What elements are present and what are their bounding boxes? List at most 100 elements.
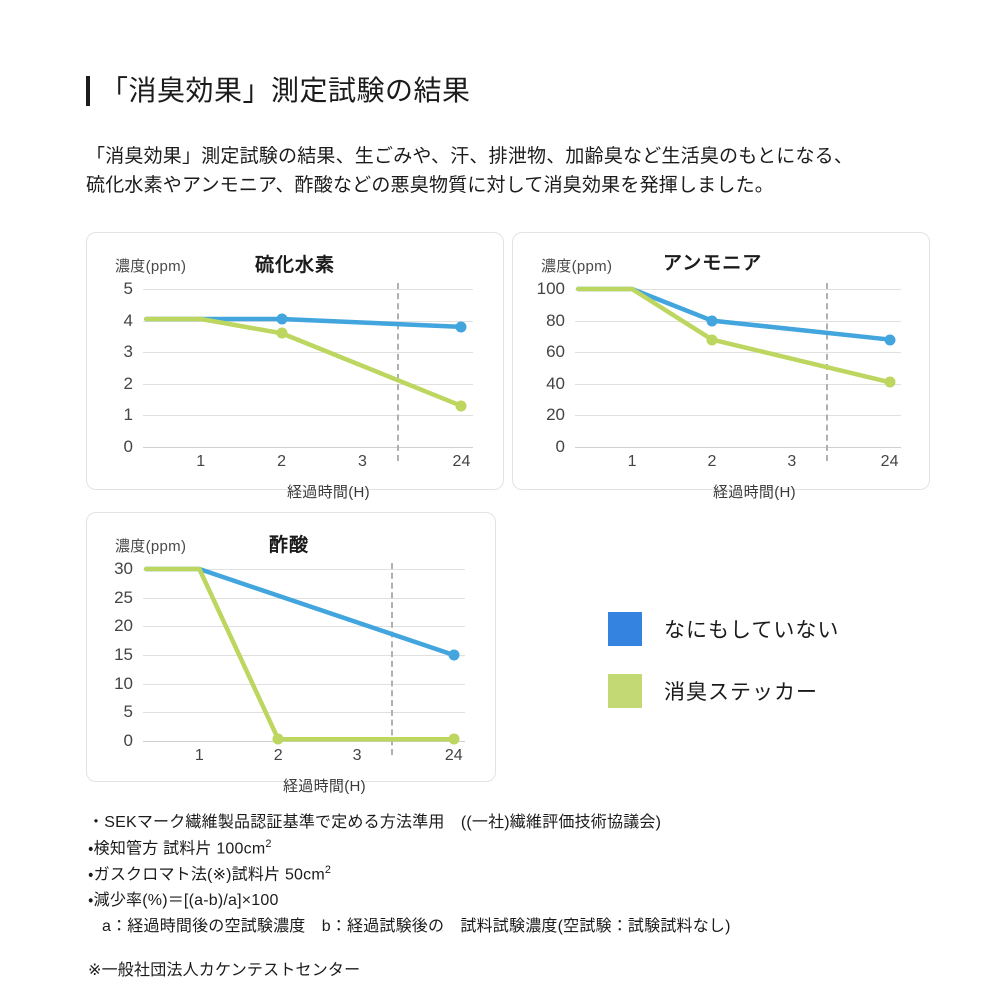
x-axis-tick: 2 (707, 453, 717, 470)
x-axis-tick: 1 (194, 747, 204, 764)
x-axis-tick: 3 (352, 747, 362, 764)
gridline (143, 683, 465, 685)
legend-label-untreated: なにもしていない (664, 619, 840, 642)
data-point-marker (448, 733, 460, 745)
series-lines-h2s (144, 316, 464, 409)
gridline (143, 447, 473, 448)
chart-card-acetic-acid: 濃度(ppm) 酢酸 30 25 20 15 10 5 0 1 2 3 24 経過時間(H) (86, 512, 496, 795)
title-accent-bar (86, 76, 90, 106)
footnote-line-1: ・SEKマーク繊維製品認証基準で定める方法準用 ((一社)繊維評価技術協議会) (88, 814, 662, 831)
gridline (575, 320, 901, 322)
y-axis-tick: 0 (555, 437, 565, 456)
footnote-line-3-sup: 2 (324, 864, 332, 877)
gridline (143, 626, 465, 628)
data-point-marker (455, 400, 467, 412)
y-axis-tick: 2 (123, 373, 133, 393)
y-axis-unit-label: 濃度(ppm) (115, 258, 187, 275)
data-point-marker (706, 334, 718, 346)
legend-swatch-sticker (608, 674, 642, 708)
y-axis-tick: 40 (546, 373, 565, 393)
legend-item-untreated: なにもしていない (608, 612, 839, 646)
gridline (143, 597, 465, 599)
y-axis-tick: 4 (123, 310, 133, 330)
chart-card-hydrogen-sulfide: 濃度(ppm) 硫化水素 5 4 3 2 1 0 1 2 3 24 経過時間(H) (86, 232, 504, 501)
gridline (575, 352, 901, 354)
gridline (143, 569, 465, 570)
legend-swatch-untreated (608, 612, 642, 646)
y-axis-tick: 5 (123, 279, 133, 298)
data-point-marker (884, 334, 896, 346)
x-axis-tick: 3 (357, 453, 367, 470)
series-line (144, 316, 464, 409)
footnote-spacer (88, 940, 948, 958)
footnote-line-2: ・検知管方 試料片 100cm2 (88, 836, 948, 862)
chart-title-h2s: 硫化水素 (255, 255, 336, 276)
y-axis-tick: 20 (546, 405, 565, 425)
legend-item-sticker: 消臭ステッカー (608, 674, 839, 708)
y-axis-tick: 1 (123, 405, 133, 425)
y-axis-tick: 100 (536, 279, 565, 298)
y-axis-unit-label: 濃度(ppm) (115, 538, 187, 555)
series-line (576, 286, 892, 342)
x-axis-tick: 2 (277, 453, 287, 470)
legend-label-sticker: 消臭ステッカー (664, 681, 818, 704)
y-axis-tick: 80 (546, 310, 565, 330)
y-axis-tick: 0 (123, 437, 133, 456)
y-axis-tick: 3 (123, 342, 133, 362)
data-point-marker (272, 733, 284, 745)
series-line (143, 566, 456, 742)
x-axis-tick: 1 (627, 453, 637, 470)
footnote-line-3: ・ガスクロマト法(※)試料片 50cm2 (88, 862, 948, 888)
y-axis-tick: 60 (546, 342, 565, 362)
x-axis-tick: 2 (273, 747, 283, 764)
series-lines-aa (143, 566, 456, 742)
footnote-line-2-sup: 2 (265, 837, 272, 850)
data-point-marker (448, 649, 460, 661)
x-axis-tick: 24 (452, 453, 471, 470)
data-point-marker (276, 327, 288, 339)
x-axis-tick: 3 (787, 453, 797, 470)
x-axis-label: 経過時間(H) (287, 484, 370, 501)
footnote-line-2-text: ・検知管方 試料片 100cm (88, 840, 266, 858)
footnotes: ・SEKマーク繊維製品認証基準で定める方法準用 ((一社)繊維評価技術協議会) … (88, 810, 948, 984)
page-title-text: 「消臭効果」測定試験の結果 (100, 75, 471, 106)
chart-legend: なにもしていない 消臭ステッカー (608, 612, 839, 736)
y-axis-tick: 10 (114, 673, 133, 693)
plot-area-nh3: 100 80 60 40 20 0 1 2 3 24 (537, 279, 901, 470)
gridline (575, 415, 901, 417)
series-line (143, 566, 456, 658)
gridline (143, 352, 473, 354)
x-axis-tick: 24 (444, 747, 463, 764)
gridline (575, 447, 901, 448)
gridline (143, 712, 465, 714)
axis-break-dashed-line (826, 283, 829, 461)
y-axis-tick: 25 (114, 587, 133, 607)
gridline (143, 383, 473, 385)
y-axis-tick: 0 (123, 731, 133, 750)
data-point-marker (884, 376, 896, 388)
series-line (576, 286, 892, 385)
gridline (143, 289, 473, 290)
x-axis-label: 経過時間(H) (713, 484, 796, 501)
page-title: 「消臭効果」測定試験の結果 (86, 76, 471, 106)
data-point-marker (455, 321, 467, 333)
footnote-line-6: ※一般社団法人カケンテストセンター (88, 962, 361, 980)
gridline (143, 655, 465, 656)
gridline (143, 415, 473, 417)
chart-hydrogen-sulfide: 濃度(ppm) 硫化水素 5 4 3 2 1 0 1 2 3 24 経過時間(H) (87, 233, 503, 501)
x-axis-label: 経過時間(H) (283, 778, 366, 795)
intro-paragraph: 「消臭効果」測定試験の結果、生ごみや、汗、排泄物、加齢臭など生活臭のもとになる、… (86, 142, 946, 201)
gridline (575, 383, 901, 385)
chart-title-nh3: アンモニア (663, 253, 763, 274)
x-axis-tick: 24 (880, 453, 899, 470)
y-axis-unit-label: 濃度(ppm) (541, 258, 613, 275)
gridline (575, 289, 901, 290)
intro-line-2: 硫化水素やアンモニア、酢酸などの悪臭物質に対して消臭効果を発揮しました。 (86, 175, 774, 197)
data-point-marker (706, 315, 718, 327)
y-axis-tick: 30 (114, 559, 133, 578)
chart-acetic-acid: 濃度(ppm) 酢酸 30 25 20 15 10 5 0 1 2 3 24 経過時間(H) (87, 513, 495, 795)
footnote-line-4: ・減少率(%)＝[(a-b)/a]×100 (88, 892, 279, 910)
footnote-line-3-text: ・ガスクロマト法(※)試料片 50cm (88, 866, 325, 884)
data-point-marker (276, 313, 288, 325)
